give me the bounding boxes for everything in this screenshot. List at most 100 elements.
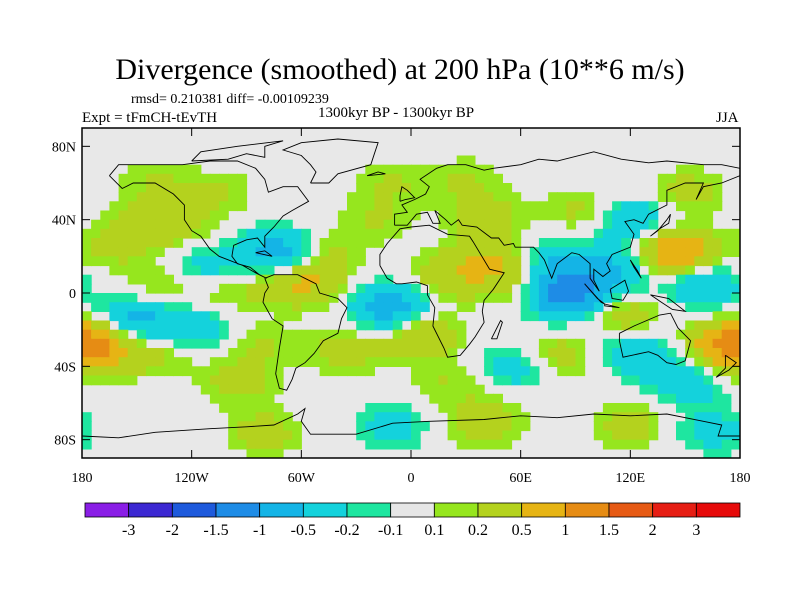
field-cell xyxy=(557,293,567,303)
field-cell xyxy=(109,210,120,221)
field-cell xyxy=(648,201,659,212)
field-cell xyxy=(730,320,740,331)
field-cell xyxy=(255,265,266,276)
field-cell xyxy=(328,256,339,267)
field-cell xyxy=(109,256,120,267)
field-cell xyxy=(621,201,631,212)
field-cell xyxy=(602,412,613,422)
field-cell xyxy=(292,274,302,285)
field-cell xyxy=(182,164,193,175)
field-cell xyxy=(319,265,330,276)
field-cell xyxy=(383,311,394,322)
field-cell xyxy=(82,439,92,450)
field-cell xyxy=(91,238,101,248)
field-cell xyxy=(319,274,330,285)
y-tick-label: 40N xyxy=(52,214,76,229)
field-cell xyxy=(712,439,723,450)
field-cell xyxy=(374,338,385,349)
coastline xyxy=(379,224,505,358)
field-cell xyxy=(146,256,156,267)
field-cell xyxy=(575,210,586,221)
coastline xyxy=(609,279,629,301)
field-cell xyxy=(127,256,138,267)
field-cell xyxy=(566,210,577,221)
field-cell xyxy=(694,366,704,377)
field-cell xyxy=(292,329,302,340)
field-cell xyxy=(703,247,714,257)
field-cell xyxy=(493,201,503,212)
field-cell xyxy=(621,430,631,441)
field-cell xyxy=(538,201,549,212)
field-cell xyxy=(630,201,640,212)
field-cell xyxy=(365,293,375,303)
field-cell xyxy=(447,384,458,395)
field-cell xyxy=(82,293,92,303)
field-cell xyxy=(639,412,650,422)
field-cell xyxy=(182,320,193,331)
field-cell xyxy=(602,274,613,285)
field-cell xyxy=(328,283,339,294)
field-cell xyxy=(82,274,92,285)
field-cell xyxy=(246,247,257,257)
field-cell xyxy=(557,192,567,202)
field-cell xyxy=(602,403,613,413)
field-cell xyxy=(118,338,129,349)
field-cell xyxy=(465,421,476,432)
field-cell xyxy=(356,348,366,358)
field-cell xyxy=(118,348,129,358)
field-cell xyxy=(447,283,458,294)
field-cell xyxy=(502,348,513,358)
field-cell xyxy=(475,238,485,248)
field-cell xyxy=(730,274,740,285)
field-cell xyxy=(721,247,732,257)
field-cell xyxy=(447,274,458,285)
field-cell xyxy=(703,238,714,248)
field-cell xyxy=(228,393,238,404)
field-cell xyxy=(374,274,385,285)
field-cell xyxy=(283,348,293,358)
field-cell xyxy=(648,302,659,312)
field-cell xyxy=(612,403,622,413)
field-cell xyxy=(237,256,248,267)
field-cell xyxy=(191,219,202,230)
field-cell xyxy=(91,338,101,349)
field-cell xyxy=(475,256,485,267)
field-cell xyxy=(538,348,549,358)
field-cell xyxy=(200,228,211,239)
field-cell xyxy=(621,348,631,358)
field-cell xyxy=(630,274,640,285)
field-cell xyxy=(520,412,531,422)
field-cell xyxy=(146,265,156,276)
field-cell xyxy=(109,247,120,257)
field-cell xyxy=(694,183,704,193)
field-cell xyxy=(401,183,412,193)
field-cell xyxy=(292,430,302,441)
field-cell xyxy=(484,412,494,422)
field-cell xyxy=(639,256,650,267)
field-cell xyxy=(557,238,567,248)
field-cell xyxy=(575,311,586,322)
field-cell xyxy=(164,366,174,377)
field-cell xyxy=(676,201,686,212)
field-cell xyxy=(465,375,476,386)
field-cell xyxy=(685,320,695,331)
field-cell xyxy=(292,247,302,257)
field-cell xyxy=(456,183,467,193)
field-cell xyxy=(721,329,732,340)
field-cell xyxy=(136,320,147,331)
field-cell xyxy=(502,228,513,239)
field-cell xyxy=(200,320,211,331)
colorbar-label: 0.2 xyxy=(468,522,488,539)
field-cell xyxy=(365,412,375,422)
field-cell xyxy=(319,293,330,303)
field-cell xyxy=(493,393,503,404)
field-cell xyxy=(694,403,704,413)
field-cell xyxy=(100,329,110,340)
field-cell xyxy=(685,421,695,432)
field-cell xyxy=(511,238,522,248)
field-cell xyxy=(520,311,531,322)
field-cell xyxy=(365,164,375,175)
field-cell xyxy=(228,366,238,377)
field-cell xyxy=(136,238,147,248)
field-cell xyxy=(447,412,458,422)
